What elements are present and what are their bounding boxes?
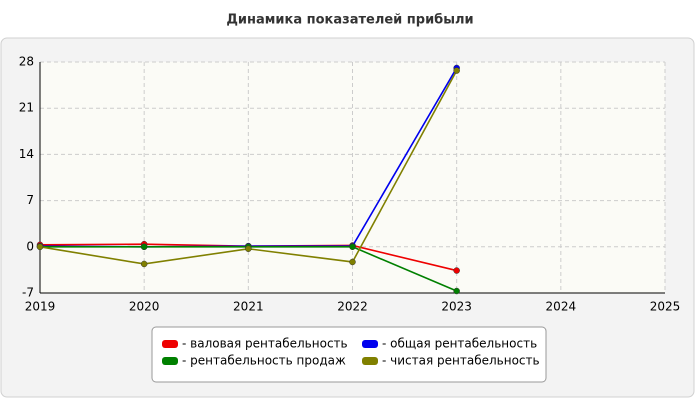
data-point xyxy=(453,67,460,74)
legend-swatch xyxy=(362,357,378,365)
legend-swatch xyxy=(162,357,178,365)
y-tick-label: 14 xyxy=(19,147,34,161)
legend-label: - общая рентабельность xyxy=(382,337,537,351)
chart-title: Динамика показателей прибыли xyxy=(226,13,473,28)
data-point xyxy=(453,267,460,274)
x-tick-label: 2022 xyxy=(337,300,368,314)
x-tick-label: 2021 xyxy=(233,300,264,314)
y-tick-label: 0 xyxy=(26,239,34,253)
y-tick-label: 7 xyxy=(26,193,34,207)
y-tick-label: 28 xyxy=(19,55,34,69)
data-point xyxy=(140,260,148,268)
x-tick-label: 2023 xyxy=(441,300,472,314)
y-tick-label: 21 xyxy=(19,101,34,115)
legend-label: - чистая рентабельность xyxy=(382,354,540,368)
x-tick-label: 2024 xyxy=(546,300,577,314)
data-point xyxy=(349,258,356,266)
x-tick-label: 2020 xyxy=(129,300,160,314)
legend-swatch xyxy=(162,340,178,348)
data-point xyxy=(140,243,148,251)
data-point xyxy=(36,243,44,251)
x-tick-label: 2025 xyxy=(650,300,681,314)
data-point xyxy=(245,245,252,253)
x-tick-label: 2019 xyxy=(25,300,56,314)
data-point xyxy=(453,287,460,295)
legend-label: - валовая рентабельность xyxy=(182,337,348,351)
legend-label: - рентабельность продаж xyxy=(182,354,346,368)
y-tick-label: -7 xyxy=(22,286,34,300)
data-point xyxy=(349,243,356,251)
legend xyxy=(151,326,547,383)
legend-swatch xyxy=(362,340,378,348)
